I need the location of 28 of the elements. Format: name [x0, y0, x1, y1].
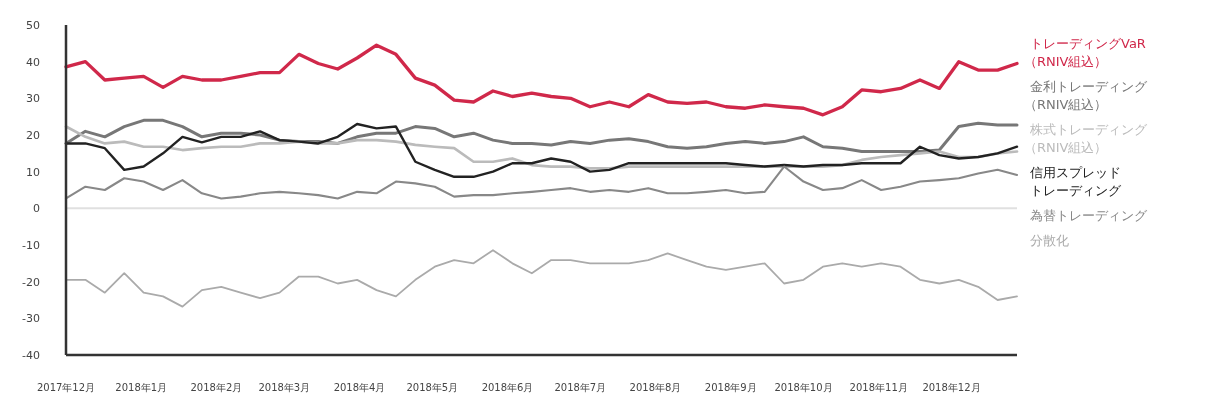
y-tick-label: 30 — [26, 92, 40, 106]
x-tick-label: 2018年6月 — [481, 382, 534, 393]
y-tick-label: 40 — [26, 55, 40, 69]
y-tick-label: 10 — [26, 165, 40, 179]
y-tick-label: -40 — [22, 349, 40, 362]
y-tick-label: -30 — [22, 312, 40, 326]
x-tick-label: 2017年12月 — [36, 382, 96, 393]
legend-item: 金利トレーディング（RNIV組込） — [1024, 79, 1147, 112]
legend-item: 信用スプレッドトレーディング — [1030, 165, 1121, 198]
x-tick-label: 2018年1月 — [115, 382, 168, 393]
x-tick-label: 2018年9月 — [704, 382, 757, 393]
x-tick-label: 2018年11月 — [849, 382, 908, 393]
x-tick-label: 2018年2月 — [190, 382, 243, 393]
legend-item: 分散化 — [1030, 233, 1069, 248]
legend-item: 為替トレーディング — [1030, 208, 1147, 223]
y-tick-label: 50 — [26, 19, 40, 32]
x-tick-label: 2018年4月 — [333, 382, 386, 393]
y-tick-label: -10 — [22, 239, 40, 252]
y-tick-label: 20 — [26, 129, 40, 142]
x-tick-label: 2018年12月 — [922, 382, 981, 393]
legend-item: トレーディングVaR（RNIV組込） — [1024, 36, 1146, 69]
x-tick-label: 2018年10月 — [774, 382, 833, 393]
x-tick-label: 2018年3月 — [258, 382, 311, 393]
x-tick-label: 2018年8月 — [629, 382, 682, 393]
y-tick-label: -20 — [22, 275, 40, 289]
x-tick-label: 2018年5月 — [406, 382, 459, 393]
x-tick-label: 2018年7月 — [554, 382, 607, 393]
y-tick-label: 0 — [33, 202, 40, 216]
